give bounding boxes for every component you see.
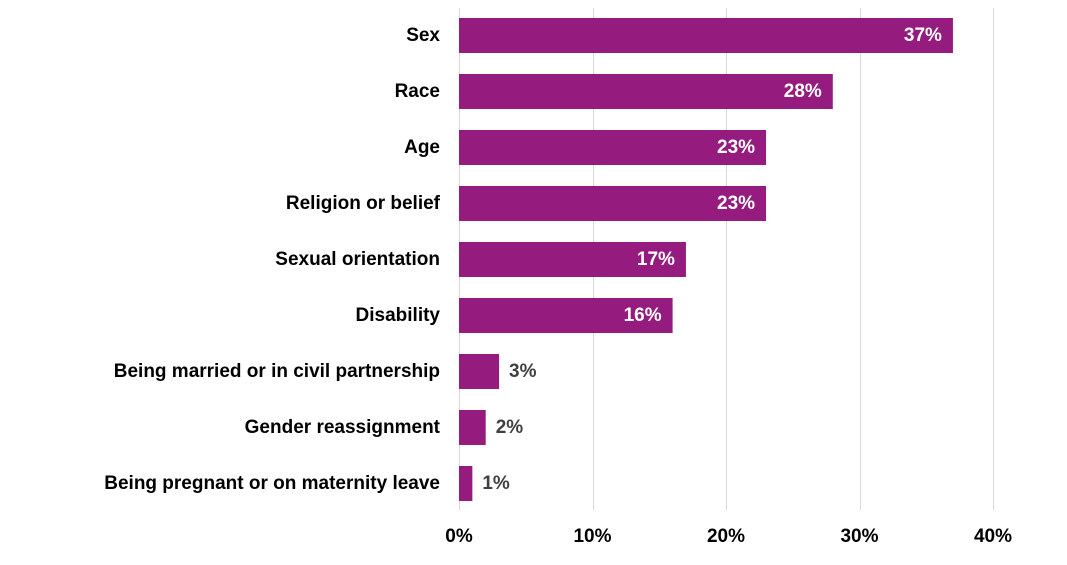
bar-being-pregnant-or-on-maternity-leave	[459, 466, 473, 501]
value-label-race: 28%	[784, 81, 822, 102]
value-labels: 37% 28% 23% 23% 17% 16% 3% 2% 1%	[482, 25, 942, 494]
category-label-being-married-or-in-civil-partnership: Being married or in civil partnership	[114, 361, 440, 382]
bar-race	[459, 74, 833, 109]
value-label-religion-or-belief: 23%	[717, 193, 755, 214]
category-label-religion-or-belief: Religion or belief	[286, 193, 441, 214]
value-label-sex: 37%	[904, 25, 942, 46]
x-tick-label: 10%	[573, 526, 611, 547]
bars	[459, 18, 953, 501]
category-label-sex: Sex	[406, 25, 440, 46]
category-labels: Sex Race Age Religion or belief Sexual orien…	[104, 25, 440, 494]
bar-disability	[459, 298, 673, 333]
x-tick-label: 20%	[707, 526, 745, 547]
bar-age	[459, 130, 767, 165]
bar-being-married-or-in-civil-partnership	[459, 354, 500, 389]
bar-gender-reassignment	[459, 410, 486, 445]
value-label-being-pregnant-or-on-maternity-leave: 1%	[482, 473, 510, 494]
bar-religion-or-belief	[459, 186, 767, 221]
bar-sex	[459, 18, 953, 53]
x-tick-label: 30%	[840, 526, 878, 547]
value-label-being-married-or-in-civil-partnership: 3%	[509, 361, 537, 382]
value-label-age: 23%	[717, 137, 755, 158]
category-label-age: Age	[404, 137, 440, 158]
x-axis-tick-labels: 0% 10% 20% 30% 40%	[445, 526, 1012, 547]
x-tick-label: 0%	[445, 526, 473, 547]
x-tick-label: 40%	[974, 526, 1012, 547]
bar-sexual-orientation	[459, 242, 686, 277]
value-label-sexual-orientation: 17%	[637, 249, 675, 270]
category-label-disability: Disability	[356, 305, 441, 326]
category-label-race: Race	[395, 81, 440, 102]
category-label-being-pregnant-or-on-maternity-leave: Being pregnant or on maternity leave	[104, 473, 440, 494]
value-label-gender-reassignment: 2%	[496, 417, 524, 438]
category-label-sexual-orientation: Sexual orientation	[275, 249, 440, 270]
category-label-gender-reassignment: Gender reassignment	[245, 417, 441, 438]
value-label-disability: 16%	[624, 305, 662, 326]
